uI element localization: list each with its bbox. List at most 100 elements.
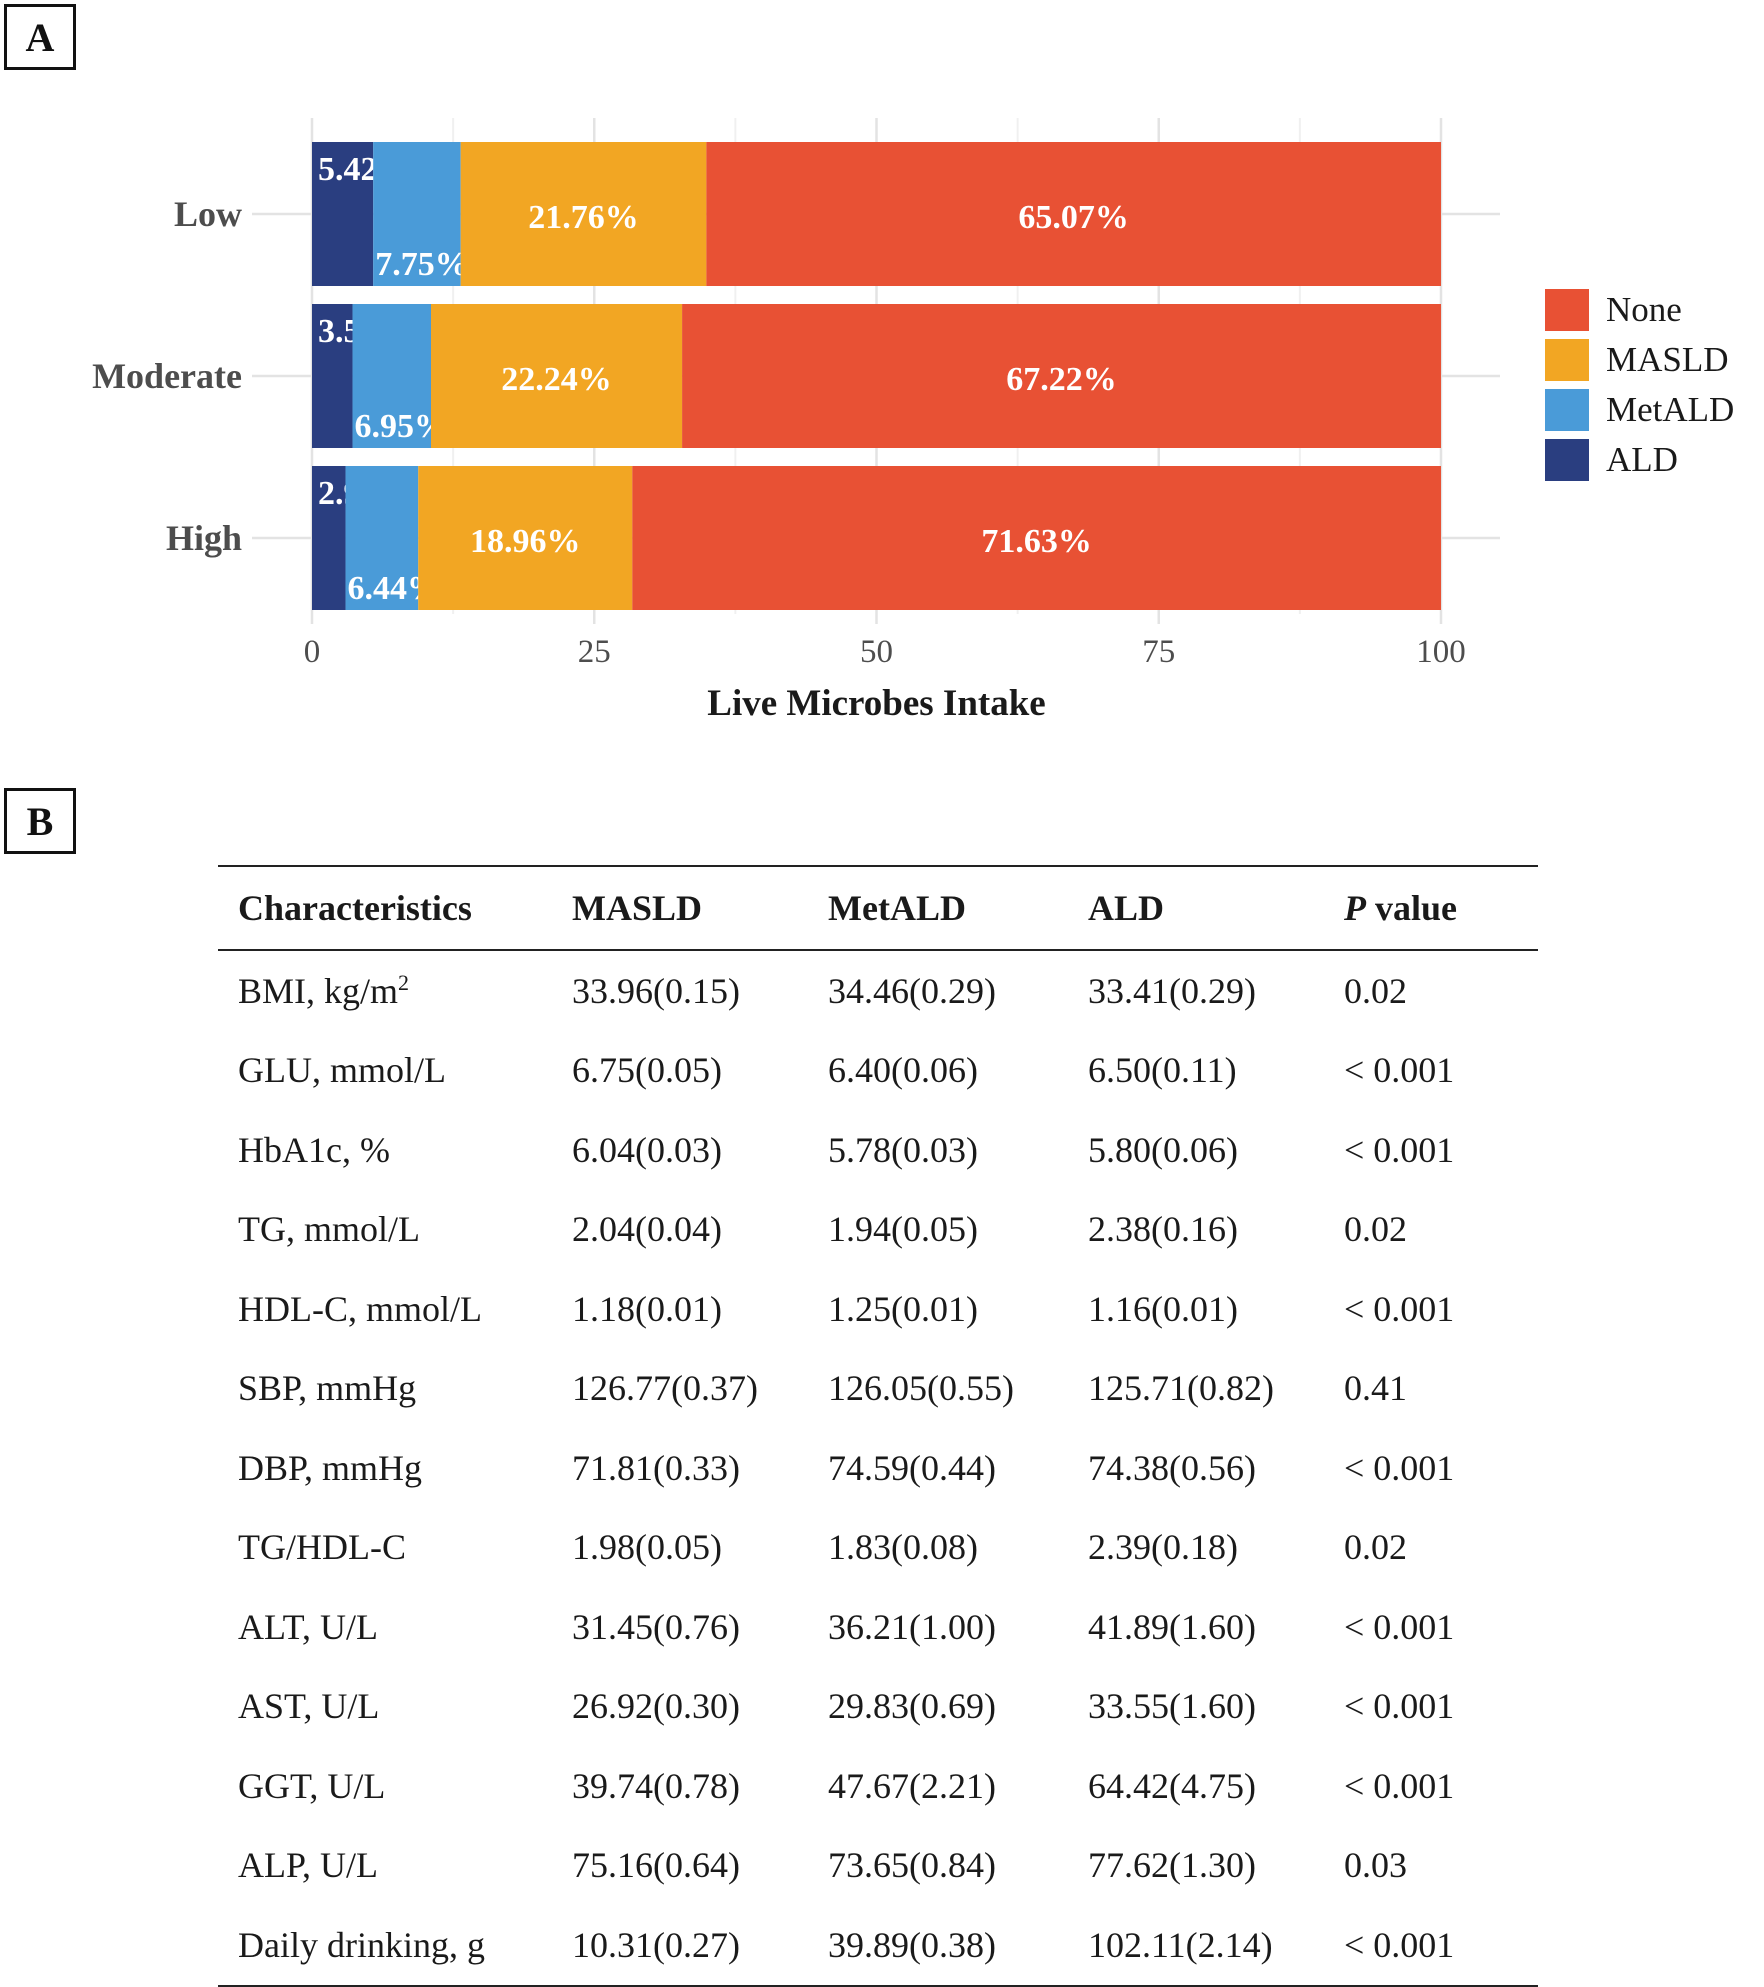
cell-metald: 6.40(0.06) — [828, 1050, 978, 1091]
table-row: ALP, U/L 75.16(0.64) 73.65(0.84) 77.62(1.30… — [218, 1826, 1538, 1906]
cell-masld: 71.81(0.33) — [572, 1447, 740, 1488]
header-ald: ALD — [1088, 888, 1165, 928]
bar-metald-moderate — [352, 304, 431, 448]
cell-ald: 5.80(0.06) — [1088, 1129, 1238, 1170]
cell-masld: 39.74(0.78) — [572, 1765, 740, 1806]
x-tick-label: 50 — [860, 634, 893, 670]
cell-metald: 34.46(0.29) — [828, 970, 996, 1011]
legend-label-none: None — [1606, 290, 1682, 329]
cell-characteristic: HDL-C, mmol/L — [238, 1288, 482, 1329]
bar-masld-high — [418, 466, 633, 610]
table-row: AST, U/L 26.92(0.30) 29.83(0.69) 33.55(1.60… — [218, 1667, 1538, 1747]
x-tick-label: 100 — [1416, 634, 1466, 670]
cell-masld: 26.92(0.30) — [572, 1686, 740, 1727]
table-row: TG, mmol/L 2.04(0.04) 1.94(0.05) 2.38(0.16)… — [218, 1190, 1538, 1270]
header-p-rest: value — [1366, 888, 1458, 928]
cell-characteristic: HbA1c, % — [238, 1129, 390, 1170]
panel-a-label: A — [4, 4, 76, 70]
cell-ald: 77.62(1.30) — [1088, 1845, 1256, 1886]
data-label: 18.96% — [470, 523, 581, 560]
cell-metald: 1.25(0.01) — [828, 1288, 978, 1329]
cell-metald: 1.94(0.05) — [828, 1209, 978, 1250]
cell-masld: 6.75(0.05) — [572, 1050, 722, 1091]
cell-p-value: < 0.001 — [1344, 1924, 1455, 1965]
x-tick-label: 75 — [1142, 634, 1175, 670]
table-row: HDL-C, mmol/L 1.18(0.01) 1.25(0.01) 1.16(0.… — [218, 1269, 1538, 1349]
table-row: ALT, U/L 31.45(0.76) 36.21(1.00) 41.89(1.60… — [218, 1587, 1538, 1667]
cell-metald: 29.83(0.69) — [828, 1686, 996, 1727]
table-row: HbA1c, % 6.04(0.03) 5.78(0.03) 5.80(0.06) < … — [218, 1110, 1538, 1190]
cell-characteristic: ALT, U/L — [238, 1606, 378, 1647]
cell-characteristic: SBP, mmHg — [238, 1368, 417, 1409]
table-row: SBP, mmHg 126.77(0.37) 126.05(0.55) 125.71(… — [218, 1349, 1538, 1429]
cell-ald: 64.42(4.75) — [1088, 1765, 1256, 1806]
characteristics-table-container: Characteristics MASLD MetALD ALD P value… — [218, 865, 1538, 1987]
table-header-row: Characteristics MASLD MetALD ALD P value — [218, 866, 1538, 950]
header-metald: MetALD — [828, 888, 966, 928]
cell-metald: 126.05(0.55) — [828, 1368, 1014, 1409]
cell-characteristic: DBP, mmHg — [238, 1447, 423, 1488]
bar-ald-low — [312, 142, 374, 286]
cell-masld: 75.16(0.64) — [572, 1845, 740, 1886]
table-row: GLU, mmol/L 6.75(0.05) 6.40(0.06) 6.50(0.11… — [218, 1031, 1538, 1111]
cell-characteristic: AST, U/L — [238, 1686, 380, 1727]
cell-masld: 126.77(0.37) — [572, 1368, 758, 1409]
cell-ald: 102.11(2.14) — [1088, 1924, 1273, 1965]
cell-characteristic: TG/HDL-C — [238, 1527, 406, 1568]
cell-p-value: 0.02 — [1344, 1527, 1407, 1568]
table-row: TG/HDL-C 1.98(0.05) 1.83(0.08) 2.39(0.18) 0.… — [218, 1508, 1538, 1588]
legend-swatch-none — [1545, 289, 1589, 331]
cell-characteristic: GLU, mmol/L — [238, 1050, 446, 1091]
x-tick-label: 0 — [304, 634, 321, 670]
characteristics-table: Characteristics MASLD MetALD ALD P value… — [218, 865, 1538, 1987]
cell-ald: 2.39(0.18) — [1088, 1527, 1238, 1568]
cell-masld: 1.98(0.05) — [572, 1527, 722, 1568]
bar-metald-low — [373, 142, 461, 286]
cell-p-value: 0.41 — [1344, 1368, 1407, 1409]
panel-b-label: B — [4, 788, 76, 854]
cell-ald: 125.71(0.82) — [1088, 1368, 1274, 1409]
cell-p-value: < 0.001 — [1344, 1686, 1455, 1727]
cell-masld: 33.96(0.15) — [572, 970, 740, 1011]
cell-p-value: < 0.001 — [1344, 1288, 1455, 1329]
cell-metald: 5.78(0.03) — [828, 1129, 978, 1170]
cell-ald: 1.16(0.01) — [1088, 1288, 1238, 1329]
cell-characteristic: BMI, kg/m2 — [218, 950, 552, 1031]
cell-masld: 31.45(0.76) — [572, 1606, 740, 1647]
table-row: DBP, mmHg 71.81(0.33) 74.59(0.44) 74.38(0.5… — [218, 1428, 1538, 1508]
cell-characteristic: GGT, U/L — [238, 1765, 386, 1806]
data-label: 65.07% — [1018, 199, 1129, 236]
cell-ald: 33.41(0.29) — [1088, 970, 1256, 1011]
cell-p-value: < 0.001 — [1344, 1765, 1455, 1806]
table-row: Daily drinking, g 10.31(0.27) 39.89(0.38) 1… — [218, 1905, 1538, 1986]
cell-ald: 41.89(1.60) — [1088, 1606, 1256, 1647]
cell-p-value: 0.02 — [1344, 1209, 1407, 1250]
x-axis-title: Live Microbes Intake — [707, 683, 1045, 724]
cell-p-value: < 0.001 — [1344, 1447, 1455, 1488]
cell-metald: 1.83(0.08) — [828, 1527, 978, 1568]
header-masld: MASLD — [572, 888, 703, 928]
cell-p-value: 0.02 — [1344, 970, 1407, 1011]
cell-p-value: < 0.001 — [1344, 1606, 1455, 1647]
x-tick-label: 25 — [578, 634, 611, 670]
legend-label-masld: MASLD — [1606, 340, 1729, 379]
data-label: 71.63% — [981, 523, 1092, 560]
cell-characteristic: TG, mmol/L — [238, 1209, 420, 1250]
bar-ald-high — [312, 466, 346, 610]
cell-ald: 6.50(0.11) — [1088, 1050, 1237, 1091]
cell-metald: 74.59(0.44) — [828, 1447, 996, 1488]
table-row: GGT, U/L 39.74(0.78) 47.67(2.21) 64.42(4.75… — [218, 1746, 1538, 1826]
cell-masld: 1.18(0.01) — [572, 1288, 722, 1329]
bar-masld-moderate — [430, 304, 683, 448]
legend-swatch-masld — [1545, 339, 1589, 381]
header-p-value: P value — [1324, 866, 1538, 950]
cell-masld: 2.04(0.04) — [572, 1209, 722, 1250]
header-p-italic: P — [1344, 888, 1366, 928]
legend-swatch-metald — [1545, 389, 1589, 431]
data-label: 67.22% — [1006, 361, 1117, 398]
legend-label-metald: MetALD — [1606, 390, 1734, 429]
y-tick-label: Moderate — [92, 356, 242, 396]
data-label: 7.75% — [375, 246, 469, 283]
table-row: BMI, kg/m2 33.96(0.15) 34.46(0.29) 33.41(0.… — [218, 950, 1538, 1031]
data-label: 21.76% — [528, 199, 639, 236]
